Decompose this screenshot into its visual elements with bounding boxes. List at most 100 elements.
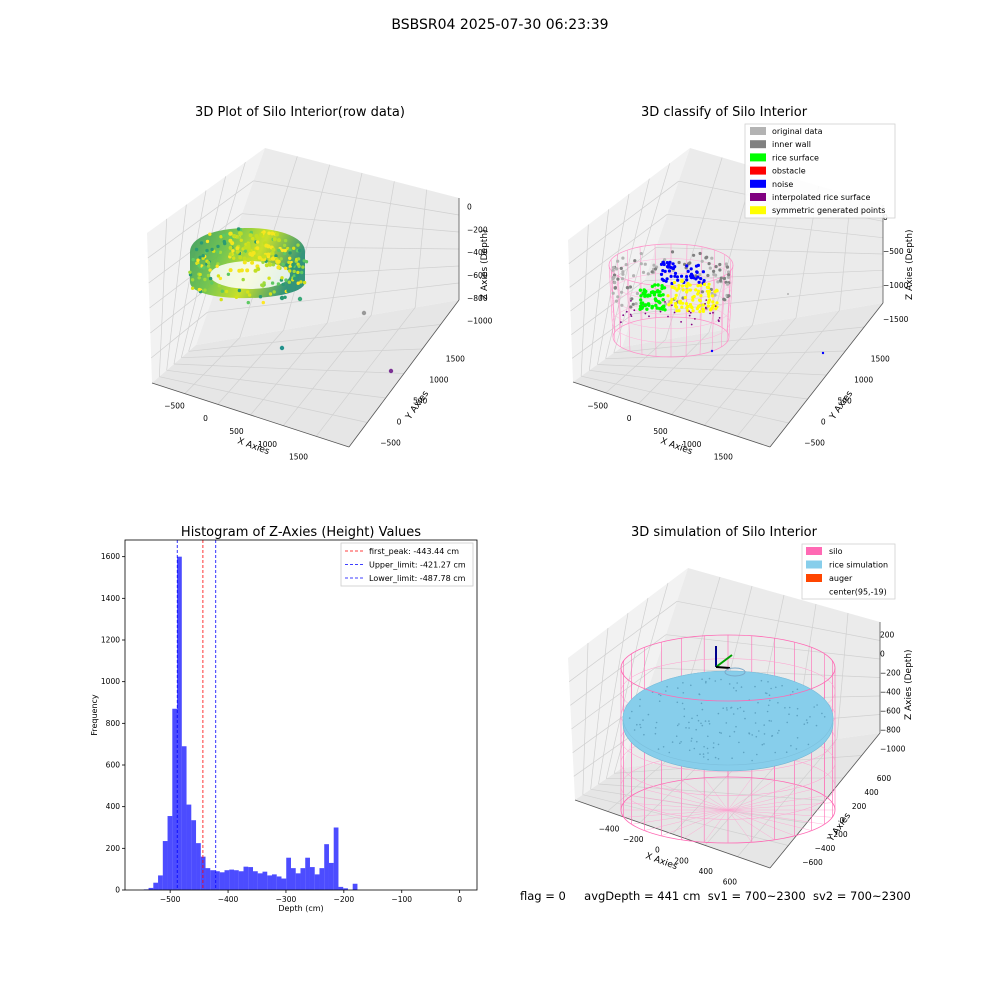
noise-point [662,262,666,267]
data-point [270,256,275,261]
interpolated-point [673,311,676,314]
rice-sim-point [681,702,684,705]
histogram-bar [215,871,220,890]
data-point [246,290,250,294]
histogram-bar [148,887,154,890]
rice-sim-point [642,719,644,721]
tick-label: 200 [674,856,689,865]
data-point [232,256,236,260]
rice-sim-point [742,751,745,754]
silo-floor-spoke [644,789,729,811]
silo-center-hollow [210,261,290,289]
legend-swatch [750,206,766,215]
data-point [253,255,258,260]
symmetric-point [670,297,674,302]
left-pane [568,148,690,382]
symmetric-point [707,300,711,304]
data-point [267,231,271,235]
tick-label: 0 [655,846,660,855]
tick-label: −1000 [883,281,909,290]
rice-sim-point [777,702,779,704]
data-point [228,231,233,236]
panel1-title: 3D Plot of Silo Interior(row data) [195,105,405,120]
symmetric-point [699,294,703,298]
tick-label: −1000 [880,745,906,754]
wall-point [719,276,723,280]
rice-sim-point [736,707,739,710]
rice-sim-point [688,721,690,724]
legend-label: silo [829,547,843,556]
rice-sim-point [658,693,660,696]
floor-pane [575,733,880,868]
rice-sim-point [717,743,720,746]
outlier-point [361,310,367,316]
y-tick-label: 0 [115,886,120,895]
rice-sim-point [701,708,704,711]
noise-point [675,275,680,279]
tick-label: −1500 [883,315,909,324]
noise-point [673,274,677,278]
wall-point [634,302,638,306]
wall-point [624,263,628,267]
rice-sim-point [792,691,794,693]
tick-label: −200 [467,225,488,234]
histogram-bar [257,873,263,890]
legend-label: auger [829,574,853,583]
data-point [198,255,202,259]
tick-label: 0 [397,418,402,427]
interpolated-point [688,314,691,317]
interpolated-point [689,311,692,314]
tick-label: −200 [880,669,901,678]
rice-sim-point [639,726,642,729]
histogram-bar [158,875,163,890]
symmetric-point [669,300,673,304]
silo-floor-spoke [727,777,752,811]
symmetric-point [705,285,710,289]
rice-sim-point [708,720,710,722]
symmetric-point [710,294,715,298]
data-point [219,297,223,302]
rice-surface-point [650,306,654,310]
interpolated-point [694,318,696,320]
tick-label: 1000 [258,440,277,449]
tick-label: −1000 [467,317,493,326]
symmetric-point [666,294,670,298]
data-point [215,264,219,268]
y-tick-label: 1200 [101,636,120,645]
wall-point [670,250,675,254]
sv2-text: sv2 = 700~2300 [812,889,911,903]
interpolated-point [704,306,707,309]
data-point [251,251,256,255]
wall-point [722,276,727,281]
rice-sim-point [639,723,641,726]
wall-point [625,286,630,290]
data-point [196,258,200,262]
silo-floor-spoke [631,809,729,825]
wall-point [718,262,722,267]
legend-swatch [750,179,766,188]
y-tick-label: 200 [106,844,121,853]
data-point [285,263,289,267]
wire-strut [626,279,631,352]
data-point [262,281,266,285]
wall-point [705,255,709,259]
rice-sim-point [633,729,636,731]
data-point [271,247,276,252]
data-point [216,244,220,249]
legend-label: Upper_limit: -421.27 cm [369,561,466,570]
wall-point [628,285,633,289]
histogram-bar [224,870,230,890]
rice-sim-point [717,712,720,715]
data-point [259,232,263,237]
symmetric-point [696,292,700,296]
symmetric-point [678,299,683,303]
rice-sim-point [751,734,753,736]
rice-sim-point [763,724,765,726]
wire-strut [711,250,716,323]
data-point [246,300,250,305]
legend-swatch [750,140,766,149]
wall-point [664,302,668,306]
noise-point [671,266,675,271]
data-point [258,295,263,299]
silo-floor-spoke [727,795,825,811]
